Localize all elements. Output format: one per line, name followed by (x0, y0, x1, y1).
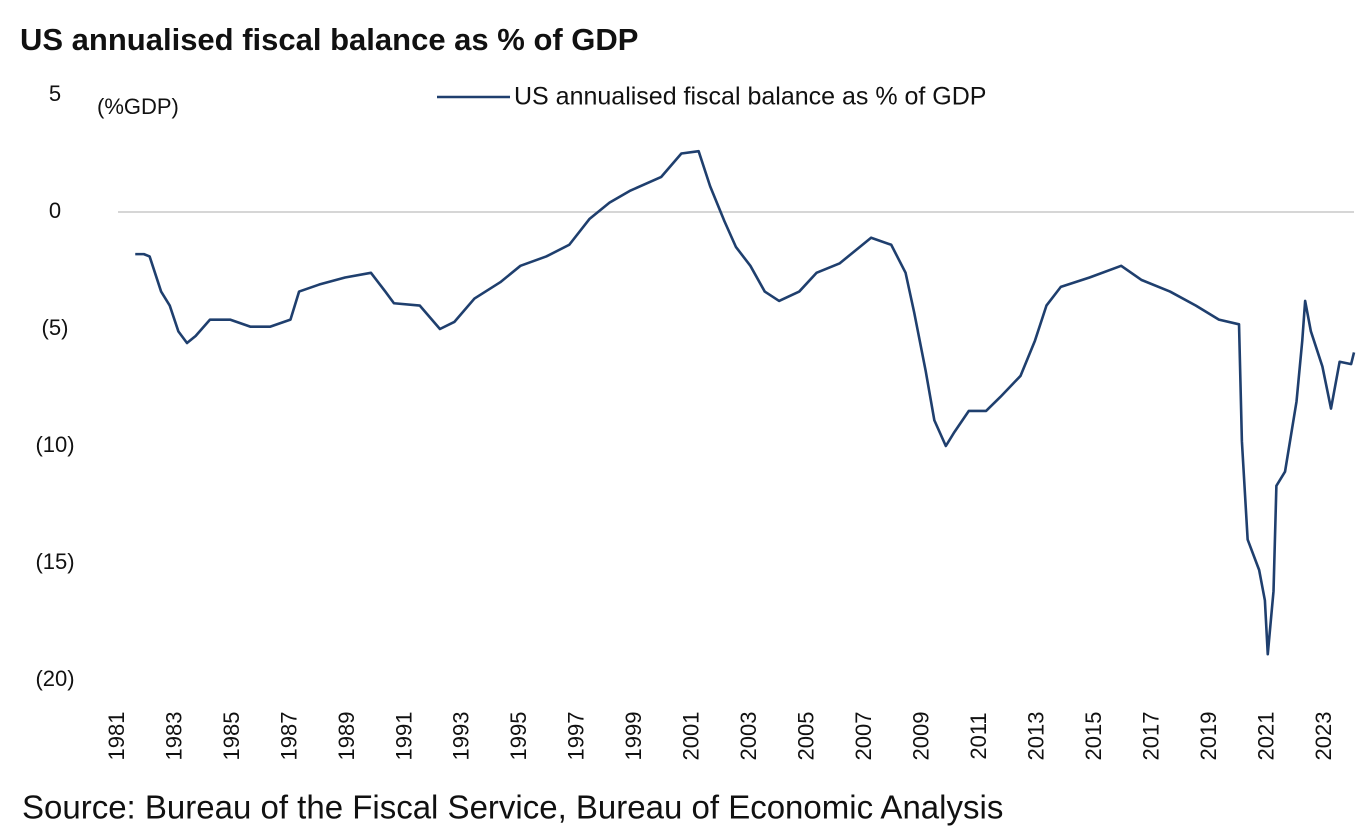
x-tick-label: 2023 (1311, 712, 1336, 761)
y-tick-label: (15) (35, 549, 74, 574)
x-tick-label: 2009 (909, 712, 934, 761)
x-tick-label: 1995 (506, 712, 531, 761)
x-tick-label: 1999 (621, 712, 646, 761)
x-tick-label: 2019 (1196, 712, 1221, 761)
chart-title: US annualised fiscal balance as % of GDP (20, 22, 639, 57)
x-tick-label: 2011 (966, 712, 991, 759)
x-tick-label: 1997 (564, 712, 589, 761)
x-tick-label: 2001 (679, 712, 704, 761)
x-tick-label: 2015 (1081, 712, 1106, 761)
x-tick-label: 2013 (1024, 712, 1049, 761)
x-tick-label: 1985 (219, 712, 244, 761)
data-line (135, 149, 1356, 656)
x-tick-label: 1991 (391, 712, 416, 761)
source: Source: Bureau of the Fiscal Service, Bu… (22, 789, 1003, 826)
x-tick-label: 1981 (104, 712, 129, 761)
x-tick-label: 2003 (736, 712, 761, 761)
y-tick-label: 0 (49, 198, 61, 223)
x-tick-label: 1987 (276, 712, 301, 761)
x-tick-label: 1983 (161, 712, 186, 761)
y-tick-label: (20) (35, 666, 74, 691)
x-tick-label: 2017 (1139, 712, 1164, 761)
x-tick-label: 1993 (449, 712, 474, 761)
y-axis-label: (%GDP) (97, 94, 179, 119)
y-tick-label: 5 (49, 81, 61, 106)
y-tick-label: (5) (42, 315, 69, 340)
x-tick-label: 2007 (851, 712, 876, 761)
x-tick-label: 2005 (794, 712, 819, 761)
x-tick-label: 2021 (1254, 712, 1279, 761)
x-tick-label: 1989 (334, 712, 359, 761)
y-tick-label: (10) (35, 432, 74, 457)
legend-label: US annualised fiscal balance as % of GDP (514, 83, 986, 111)
